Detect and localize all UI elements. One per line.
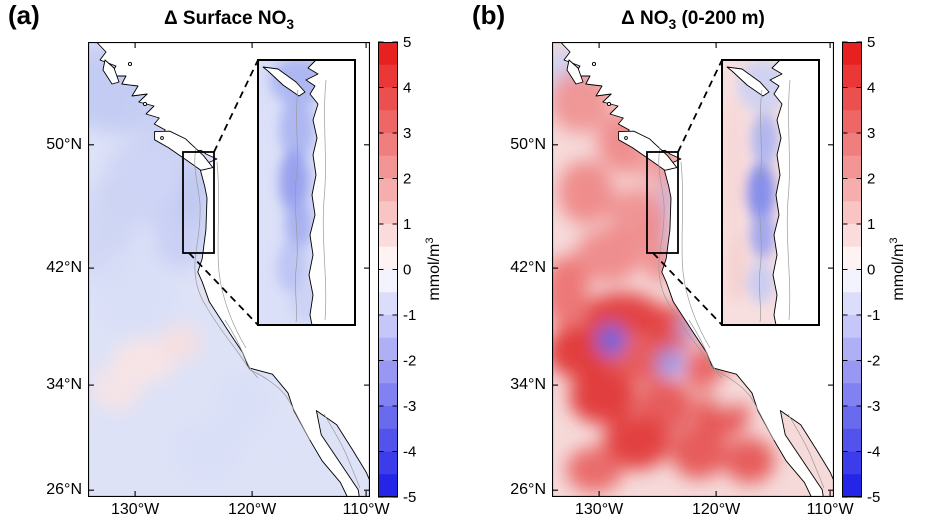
lon-tick-label: 130°W [110,501,160,518]
panel-a-inset-source-box [182,151,215,254]
inset-connector-top [677,59,723,153]
lon-tick-label: 120°W [227,501,277,518]
lon-tick-label: 130°W [574,501,624,518]
colorbar-tick-label: 5 [403,35,411,51]
lat-tick-label: 42°N [46,259,82,277]
inset-connector-top [213,59,259,153]
panel-a-map [88,42,370,497]
lat-tick-label: 34°N [510,376,546,394]
colorbar-tick-label: -5 [403,489,416,504]
panel-a-inset-map [257,59,356,326]
panel-b-lon-axis: 130°W 120°W 110°W [552,499,854,523]
inset-connector-bottom [188,252,259,326]
panel-a-frame [88,42,370,497]
panel-a-lat-axis: 50°N 42°N 34°N 26°N [40,42,84,499]
lon-tick-label: 110°W [806,501,854,518]
panel-b-colorbar-unit: mmol/m3 [888,237,908,300]
colorbar-tick-label: -4 [403,444,416,461]
lat-tick-label: 50°N [510,135,546,153]
lon-tick-label: 120°W [691,501,741,518]
unit-text: mmol/m [426,243,444,301]
colorbar-tick-label: -3 [867,398,880,415]
panel-b-map [552,42,834,497]
colorbar-tick-label: 1 [867,216,875,233]
colorbar-tick-label: 0 [867,262,875,279]
panel-b-inset-source-box [646,151,679,254]
panel-b-inset-map [721,59,820,326]
panel-a-label: (a) [8,0,40,30]
colorbar-tick-label: -2 [867,353,880,370]
lat-tick-label: 26°N [46,481,82,499]
panel-b-label: (b) [472,0,506,30]
lat-tick-label: 26°N [510,481,546,499]
colorbar-tick-label: 3 [403,125,411,142]
panel-b-title-text: Δ NO [621,8,669,29]
panel-b-colorbar: 5 4 3 2 1 0 -1 -2 -3 -4 -5 [842,35,880,504]
panel-a-lon-axis: 130°W 120°W 110°W [88,499,390,523]
panel-a-colorbar: 5 4 3 2 1 0 -1 -2 -3 -4 -5 [378,35,416,504]
colorbar-tick-label: -3 [403,398,416,415]
lat-tick-label: 34°N [46,376,82,394]
panel-b-title-suffix: (0-200 m) [676,8,765,29]
unit-text: mmol/m [890,243,908,301]
inset-connector-bottom [652,252,723,326]
unit-sup: 3 [423,237,436,244]
inset-frame [721,59,820,326]
colorbar-tick-label: 3 [867,125,875,142]
panel-a-title-text: Δ Surface NO [163,8,287,29]
colorbar-tick-label: 4 [403,80,411,97]
panel-b-title: Δ NO3 (0-200 m) [552,8,834,32]
colorbar-tick-label: 2 [867,171,875,188]
panel-a-title-sub: 3 [286,16,295,32]
panel-b-lat-axis: 50°N 42°N 34°N 26°N [504,42,548,499]
panel-b-frame [552,42,834,497]
colorbar-tick-label: -1 [867,307,880,324]
colorbar-tick-label: -1 [403,307,416,324]
lat-tick-label: 42°N [510,259,546,277]
colorbar-tick-label: -4 [867,444,880,461]
unit-sup: 3 [887,237,900,244]
colorbar-tick-label: -5 [867,489,880,504]
colorbar-tick-label: 4 [867,80,875,97]
panel-a-title: Δ Surface NO3 [88,8,370,32]
lon-tick-label: 110°W [342,501,390,518]
colorbar-tick-label: 0 [403,262,411,279]
colorbar-tick-label: -2 [403,353,416,370]
panel-b-title-sub: 3 [668,16,677,32]
lat-tick-label: 50°N [46,135,82,153]
inset-frame [257,59,356,326]
colorbar-tick-label: 1 [403,216,411,233]
colorbar-tick-label: 5 [867,35,875,51]
panel-a-colorbar-unit: mmol/m3 [424,237,444,300]
colorbar-tick-label: 2 [403,171,411,188]
